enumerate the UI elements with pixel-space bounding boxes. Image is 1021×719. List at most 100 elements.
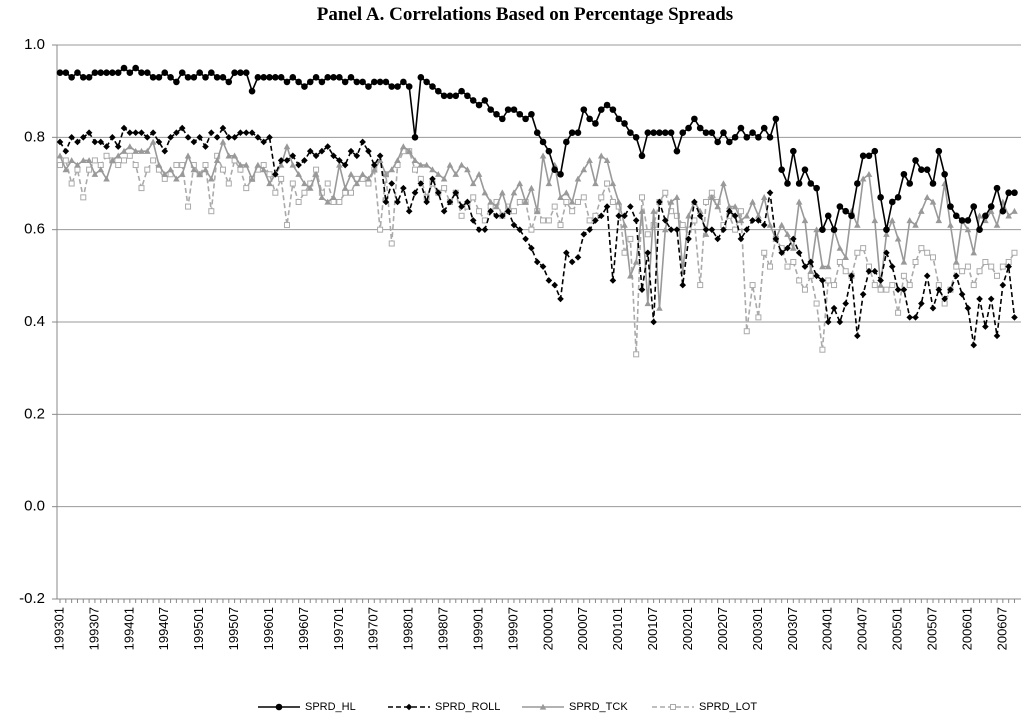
point bbox=[522, 115, 529, 123]
point bbox=[627, 272, 634, 279]
point bbox=[755, 314, 762, 321]
point bbox=[731, 134, 739, 141]
point bbox=[592, 180, 599, 187]
point bbox=[213, 134, 221, 141]
point bbox=[178, 170, 186, 177]
series bbox=[56, 124, 1018, 349]
point bbox=[376, 78, 384, 86]
point bbox=[353, 180, 361, 187]
point bbox=[277, 74, 285, 81]
point bbox=[56, 69, 64, 76]
point bbox=[167, 166, 174, 173]
point bbox=[685, 235, 692, 243]
point bbox=[80, 194, 87, 201]
point bbox=[510, 208, 517, 215]
point bbox=[370, 166, 378, 173]
point bbox=[912, 157, 919, 164]
point bbox=[819, 277, 826, 284]
point bbox=[673, 226, 681, 233]
point bbox=[348, 189, 354, 196]
y-tick-label: 0.2 bbox=[24, 405, 45, 422]
point bbox=[91, 170, 99, 177]
point bbox=[731, 203, 739, 210]
point bbox=[912, 314, 919, 321]
point bbox=[958, 217, 966, 224]
point bbox=[324, 198, 332, 205]
point bbox=[312, 74, 320, 81]
point bbox=[615, 198, 623, 205]
point bbox=[795, 198, 803, 205]
point bbox=[539, 138, 547, 146]
point bbox=[306, 184, 314, 191]
point bbox=[952, 272, 960, 280]
point bbox=[231, 152, 238, 159]
point bbox=[400, 143, 407, 150]
point bbox=[429, 175, 436, 183]
point bbox=[464, 166, 471, 173]
point bbox=[161, 69, 169, 76]
point bbox=[225, 152, 233, 159]
legend-label: SPRD_TCK bbox=[569, 701, 628, 713]
point bbox=[499, 189, 506, 196]
point bbox=[836, 203, 844, 210]
point bbox=[266, 74, 273, 81]
y-tick-label: 1.0 bbox=[24, 36, 45, 53]
point bbox=[557, 170, 564, 178]
point bbox=[74, 69, 81, 76]
point bbox=[150, 157, 157, 164]
point bbox=[86, 166, 93, 173]
point bbox=[639, 194, 645, 201]
point bbox=[696, 212, 704, 220]
point bbox=[370, 78, 378, 86]
point bbox=[691, 198, 698, 206]
point bbox=[132, 64, 139, 72]
point bbox=[359, 138, 366, 146]
point bbox=[347, 147, 355, 155]
point bbox=[871, 267, 879, 275]
point bbox=[219, 138, 227, 145]
x-tick-label: 200401 bbox=[820, 607, 835, 650]
point bbox=[74, 166, 81, 173]
point bbox=[551, 281, 558, 289]
point bbox=[836, 318, 844, 326]
point bbox=[475, 170, 483, 177]
point bbox=[342, 189, 349, 196]
point bbox=[824, 212, 832, 220]
x-tick-label: 199901 bbox=[470, 607, 485, 650]
point bbox=[726, 203, 733, 210]
point bbox=[661, 217, 669, 224]
point bbox=[161, 170, 169, 177]
point bbox=[248, 175, 256, 182]
point bbox=[929, 198, 937, 205]
point bbox=[790, 258, 797, 265]
point bbox=[138, 129, 145, 137]
point bbox=[790, 147, 797, 155]
point bbox=[475, 101, 483, 109]
point bbox=[289, 180, 296, 187]
point bbox=[487, 106, 494, 113]
point bbox=[57, 162, 63, 169]
point bbox=[667, 129, 675, 137]
x-tick-label: 200307 bbox=[785, 607, 800, 650]
point bbox=[586, 115, 593, 123]
point bbox=[504, 207, 512, 215]
point bbox=[388, 180, 396, 187]
point bbox=[388, 166, 396, 173]
point bbox=[400, 78, 407, 86]
point bbox=[685, 226, 692, 233]
point bbox=[603, 157, 611, 164]
point bbox=[604, 180, 611, 187]
point bbox=[912, 221, 919, 228]
x-tick-label: 200107 bbox=[645, 607, 660, 650]
point bbox=[167, 74, 174, 81]
point bbox=[702, 230, 710, 237]
point bbox=[807, 267, 815, 274]
point bbox=[283, 143, 291, 150]
point bbox=[301, 189, 308, 196]
legend-entry: SPRD_HL bbox=[258, 701, 356, 713]
point bbox=[540, 217, 547, 224]
point bbox=[208, 129, 215, 137]
point bbox=[580, 166, 588, 173]
point bbox=[632, 258, 640, 265]
point bbox=[336, 161, 343, 168]
